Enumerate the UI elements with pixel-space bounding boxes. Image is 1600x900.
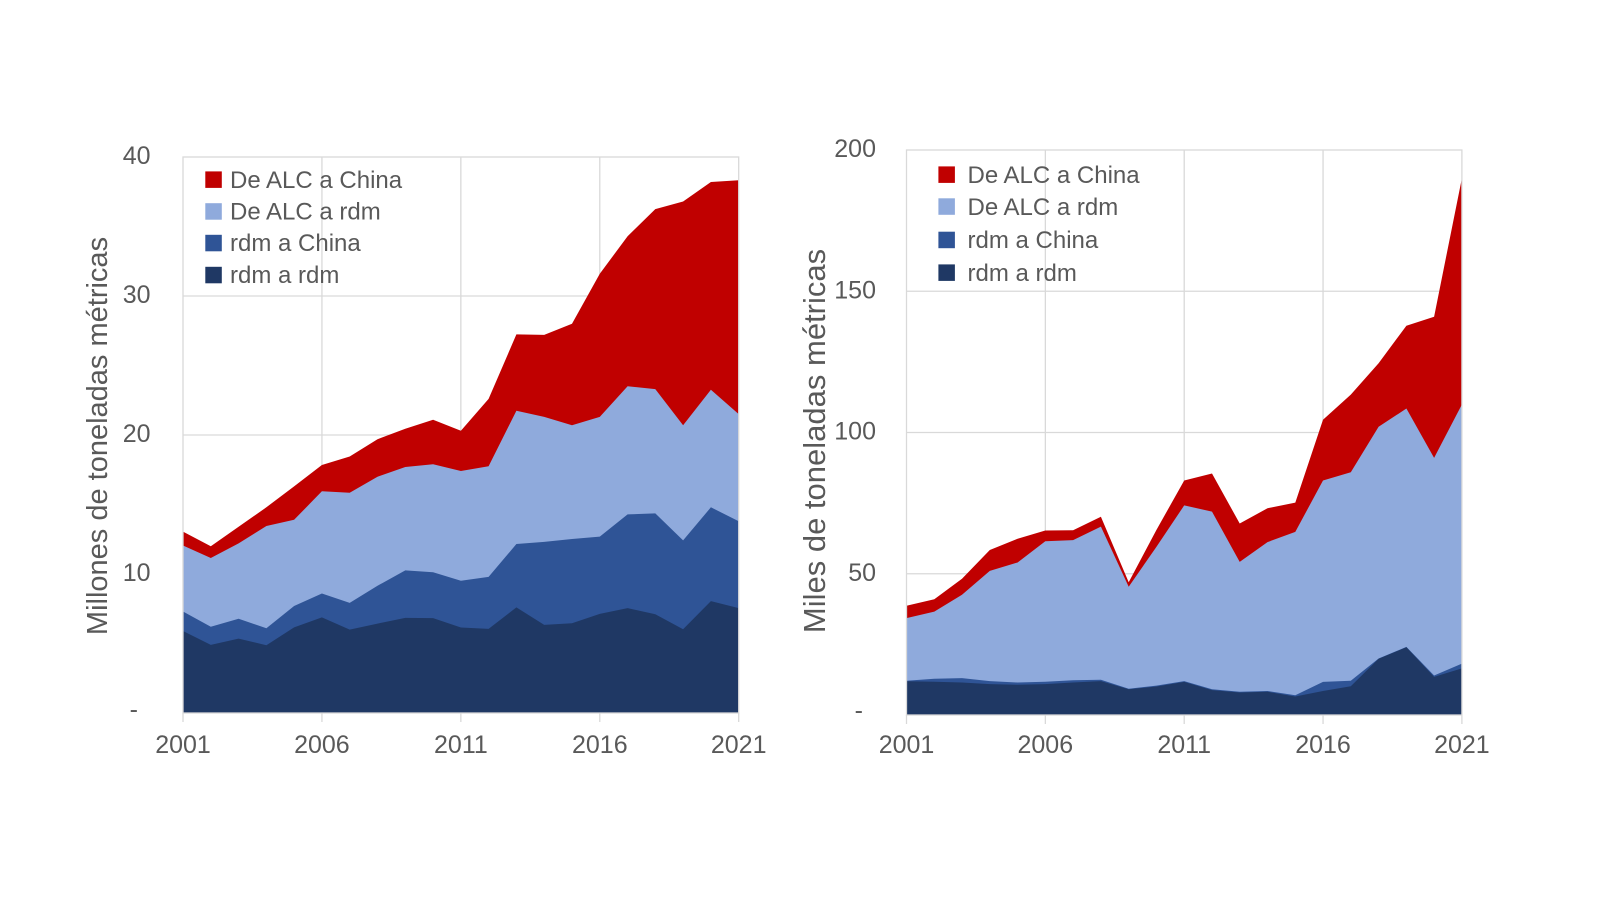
svg-text:De ALC a China: De ALC a China xyxy=(230,167,403,194)
svg-text:rdm a rdm: rdm a rdm xyxy=(230,262,339,289)
svg-text:150: 150 xyxy=(834,276,876,304)
svg-text:2016: 2016 xyxy=(1295,731,1351,759)
svg-text:Miles de toneladas métricas: Miles de toneladas métricas xyxy=(797,249,832,633)
svg-text:2011: 2011 xyxy=(434,731,488,759)
svg-text:De ALC a rdm: De ALC a rdm xyxy=(230,199,381,226)
svg-text:De ALC a rdm: De ALC a rdm xyxy=(968,194,1119,221)
svg-text:2021: 2021 xyxy=(1434,731,1490,759)
svg-text:rdm a China: rdm a China xyxy=(968,227,1099,254)
svg-text:30: 30 xyxy=(123,281,151,309)
svg-text:40: 40 xyxy=(123,142,151,170)
svg-text:200: 200 xyxy=(834,135,876,163)
svg-text:100: 100 xyxy=(834,418,876,446)
svg-text:2021: 2021 xyxy=(711,731,767,759)
svg-text:-: - xyxy=(130,696,138,724)
svg-text:2006: 2006 xyxy=(294,731,350,759)
svg-text:rdm a rdm: rdm a rdm xyxy=(968,260,1077,287)
svg-text:Millones de toneladas métricas: Millones de toneladas métricas xyxy=(82,237,114,635)
svg-text:20: 20 xyxy=(123,420,151,448)
svg-text:-: - xyxy=(855,697,863,725)
svg-text:2011: 2011 xyxy=(1157,731,1211,759)
svg-text:De ALC a China: De ALC a China xyxy=(968,162,1141,189)
svg-text:10: 10 xyxy=(123,559,151,587)
svg-text:2001: 2001 xyxy=(155,731,211,759)
svg-text:50: 50 xyxy=(848,559,876,587)
svg-text:2006: 2006 xyxy=(1017,731,1073,759)
svg-text:rdm a China: rdm a China xyxy=(230,230,361,257)
svg-text:2001: 2001 xyxy=(879,731,935,759)
svg-text:2016: 2016 xyxy=(572,731,628,759)
